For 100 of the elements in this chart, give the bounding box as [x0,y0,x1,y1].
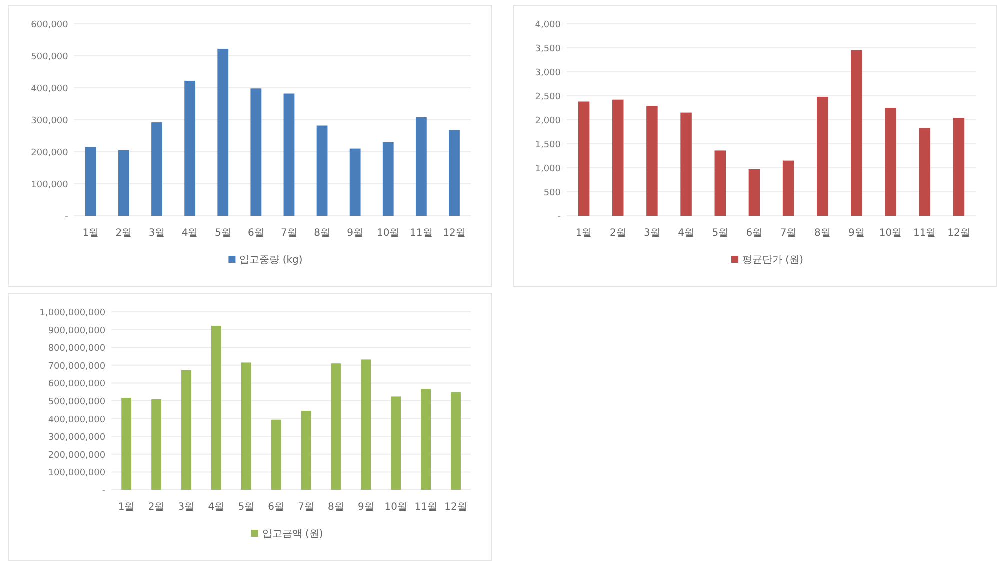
bar [748,169,760,216]
bar [301,410,312,490]
x-tick-label: 12월 [444,502,468,513]
bar [331,364,342,490]
y-tick-label: 400,000,000 [48,415,106,426]
y-tick-label: - [65,212,68,222]
y-tick-label: 2,500 [535,92,562,102]
x-tick-label: 9월 [848,228,865,239]
bar [782,160,794,216]
x-tick-label: 1월 [118,502,135,513]
bar [391,396,402,490]
x-tick-label: 9월 [347,228,364,239]
x-tick-label: 12월 [443,228,466,239]
y-tick-label: 500 [544,188,562,198]
bar [250,88,262,216]
x-tick-label: 10월 [879,228,902,239]
x-tick-label: 7월 [281,228,298,239]
x-tick-label: 2월 [148,502,165,513]
bar [118,150,130,216]
bar [953,118,965,216]
bar [182,370,192,490]
x-tick-label: 6월 [268,502,285,513]
x-tick-label: 5월 [214,228,232,239]
x-tick-label: 11월 [914,228,936,239]
x-tick-label: 3월 [148,228,166,239]
bar [451,392,461,490]
bar [284,94,295,216]
y-tick-label: 2,000 [535,116,562,126]
bar [382,142,394,216]
y-tick-label: 900,000,000 [48,326,106,336]
x-tick-label: 1월 [82,228,100,239]
bar [680,112,692,216]
x-tick-label: 12월 [948,228,970,239]
legend-label: 입고중량 (kg) [240,255,303,266]
bar [449,130,460,216]
x-tick-label: 6월 [248,228,264,239]
x-tick-label: 10월 [377,228,400,239]
y-tick-label: 500,000,000 [48,398,106,408]
bar [241,362,252,490]
x-tick-label: 1월 [576,228,592,239]
x-tick-label: 11월 [410,228,433,239]
y-tick-label: - [102,486,106,496]
y-tick-label: - [558,212,561,222]
y-tick-label: 500,000 [31,52,69,62]
bar [184,80,196,216]
x-tick-label: 8월 [328,502,344,513]
y-tick-label: 1,500 [535,140,562,150]
x-tick-label: 9월 [358,502,374,513]
x-tick-label: 7월 [298,502,314,513]
y-tick-label: 1,000,000,000 [40,308,106,318]
x-tick-label: 7월 [780,228,797,239]
x-tick-label: 8월 [814,228,831,239]
bar [211,326,222,490]
bar [122,398,132,490]
bar [316,126,328,216]
y-tick-label: 1,000 [535,164,562,174]
bar [612,100,624,216]
bar [578,102,590,216]
bar [817,96,828,216]
x-tick-label: 5월 [712,228,729,239]
legend-label: 입고금액 (원) [262,529,324,540]
legend-label: 평균단가 (원) [742,255,804,266]
x-tick-label: 3월 [178,502,195,513]
bar [152,122,162,216]
x-tick-label: 2월 [116,228,132,239]
x-tick-label: 2월 [610,228,626,239]
bar [218,48,229,216]
bar [646,106,658,216]
x-tick-label: 3월 [644,228,660,239]
bar [714,150,726,216]
x-tick-label: 4월 [182,228,198,239]
y-tick-label: 200,000 [31,148,69,158]
bar [361,360,372,490]
x-tick-label: 6월 [746,228,763,239]
bar [350,148,361,216]
y-tick-label: 100,000,000 [48,468,106,479]
y-tick-label: 600,000,000 [48,380,106,390]
y-tick-label: 3,000 [535,68,562,78]
y-tick-label: 400,000 [31,84,69,94]
bar [851,50,862,216]
bar [416,117,427,216]
y-tick-label: 800,000,000 [48,344,106,354]
y-tick-label: 3,500 [535,44,562,54]
y-tick-label: 600,000 [31,20,69,30]
x-tick-label: 5월 [238,502,255,513]
y-tick-label: 200,000,000 [48,450,106,461]
y-tick-label: 300,000 [31,116,69,126]
bar [885,108,896,216]
bar [85,147,96,216]
x-tick-label: 11월 [414,502,438,513]
y-tick-label: 300,000,000 [48,433,106,444]
y-tick-label: 100,000 [31,180,69,190]
y-tick-label: 700,000,000 [48,362,106,372]
x-tick-label: 8월 [314,228,330,239]
bar [919,128,930,216]
x-tick-label: 4월 [678,228,694,239]
bar [271,420,282,490]
x-tick-label: 4월 [208,502,225,513]
y-tick-label: 4,000 [535,20,562,30]
bar [152,399,162,490]
